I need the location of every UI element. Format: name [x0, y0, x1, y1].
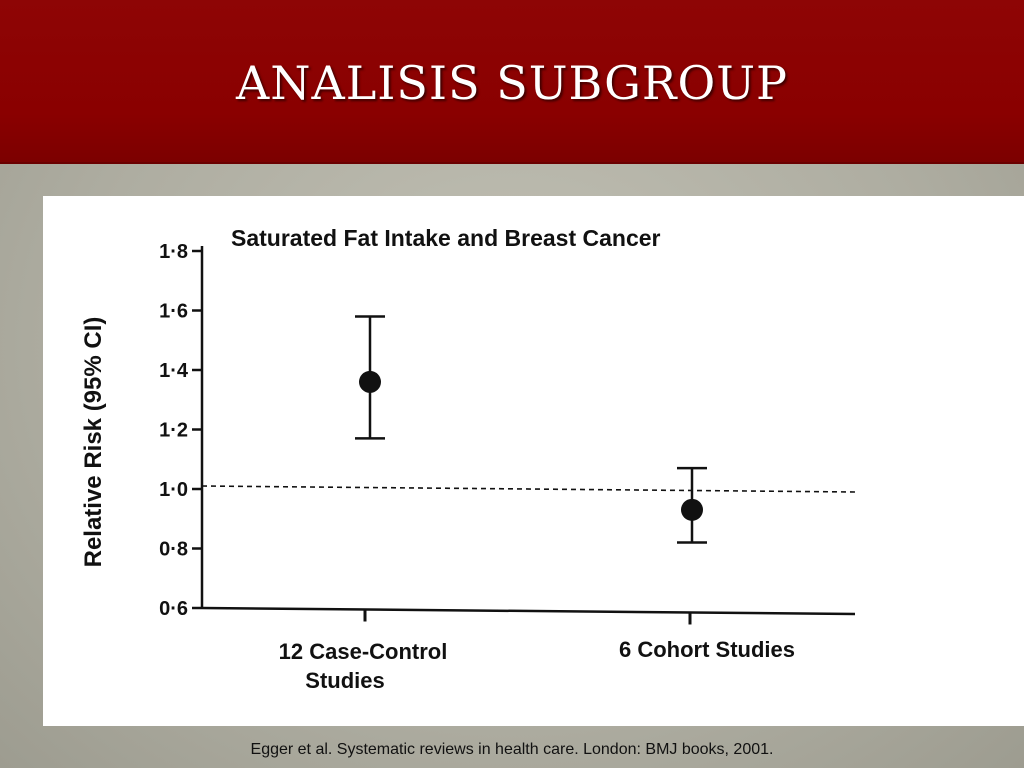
category-labels: 12 Case-Control Studies 6 Cohort Studies — [279, 637, 795, 693]
point-estimate — [359, 370, 381, 393]
x-axis-line — [201, 606, 856, 616]
reference-line-rr-1 — [201, 485, 856, 493]
data-points — [355, 315, 707, 544]
x-ticks — [363, 609, 692, 625]
relative-risk-chart: Saturated Fat Intake and Breast Cancer R… — [80, 225, 856, 693]
category-label-cohort-line1: 6 Cohort Studies — [619, 637, 795, 662]
y-axis-label: Relative Risk (95% CI) — [80, 317, 107, 568]
y-ticks: 1·8 1·6 1·4 1·2 1·0 0·8 0·6 — [159, 241, 202, 620]
y-tick-label: 1·8 — [159, 241, 188, 263]
y-tick-label: 0·6 — [159, 598, 188, 620]
y-tick-label: 1·2 — [159, 420, 188, 442]
point-estimate — [681, 498, 703, 521]
chart-title: Saturated Fat Intake and Breast Cancer — [231, 225, 661, 251]
y-tick-label: 1·6 — [159, 301, 188, 323]
title-banner — [0, 0, 1024, 164]
citation-caption: Egger et al. Systematic reviews in healt… — [250, 741, 774, 758]
y-tick-label: 0·8 — [159, 539, 188, 561]
category-label-case-control-line1: 12 Case-Control — [279, 639, 448, 664]
slide-title: ANALISIS SUBGROUP — [236, 56, 788, 110]
category-label-case-control-line2: Studies — [305, 668, 384, 693]
y-tick-label: 1·4 — [159, 360, 189, 382]
y-tick-label: 1·0 — [159, 479, 188, 501]
figure-panel: Saturated Fat Intake and Breast Cancer R… — [43, 196, 1024, 726]
